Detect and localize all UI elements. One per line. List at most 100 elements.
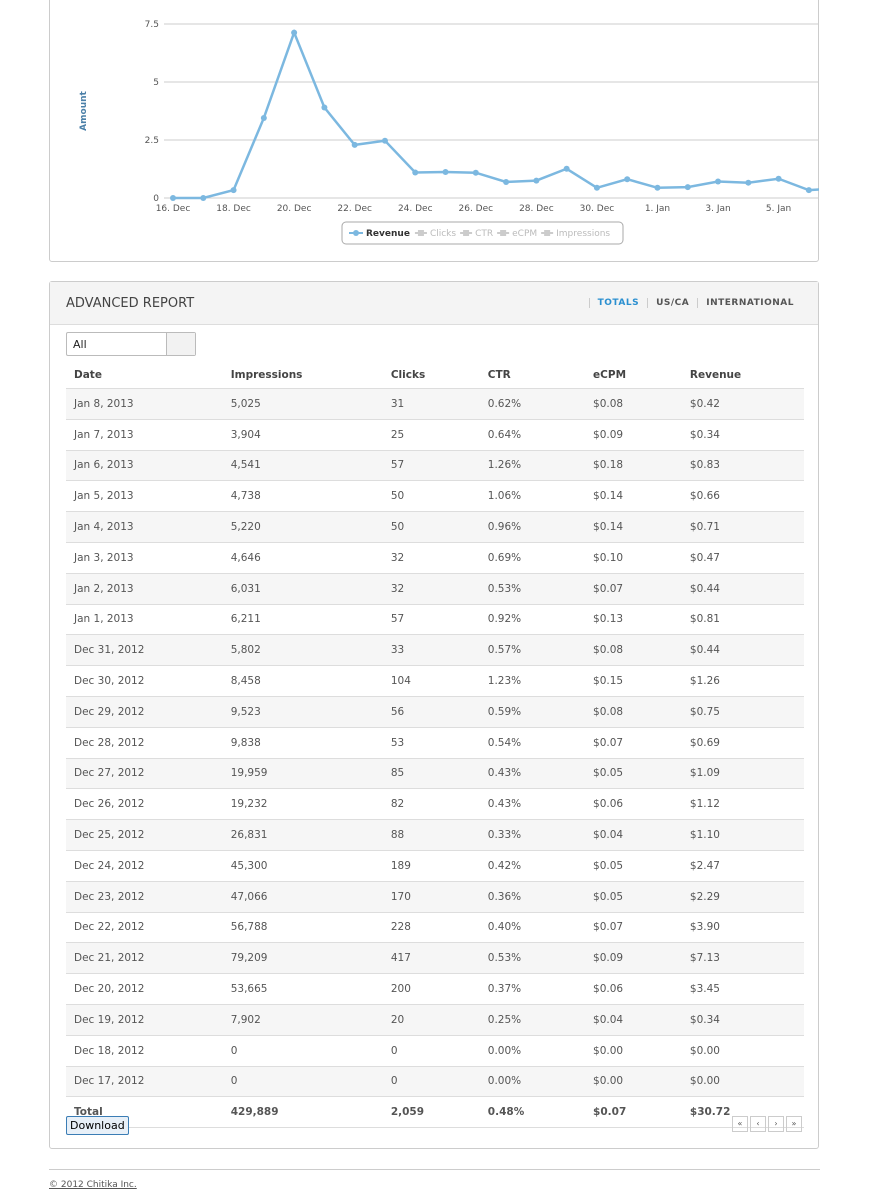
cell: 3,904 <box>222 419 383 451</box>
column-header: Date <box>66 362 223 389</box>
cell: 0.64% <box>479 419 586 451</box>
cell: 228 <box>382 912 480 944</box>
cell: 0 <box>382 1035 480 1067</box>
row: Jan 7, 2013 3,904 25 0.64% $0.09 $0.34 <box>66 419 804 451</box>
cell: 82 <box>382 788 480 821</box>
cell: $3.45 <box>681 973 804 1005</box>
row: Dec 25, 2012 26,831 88 0.33% $0.04 $1.10 <box>66 819 804 851</box>
row: Jan 6, 2013 4,541 57 1.26% $0.18 $0.83 <box>66 450 804 482</box>
x-tick-label: 26. Dec <box>459 204 494 214</box>
legend-label: CTR <box>475 229 493 239</box>
column-header: eCPM <box>585 362 682 389</box>
cell: $0.06 <box>585 973 682 1005</box>
cell: $0.14 <box>585 480 682 513</box>
x-tick-label: 16. Dec <box>156 204 191 214</box>
cell: 57 <box>382 604 480 636</box>
legend-swatch <box>417 230 424 236</box>
point <box>715 178 722 185</box>
pager-button[interactable]: ‹ <box>750 1116 766 1132</box>
cell: $0.83 <box>681 450 804 482</box>
cell: 0.92% <box>479 604 586 636</box>
row: Jan 4, 2013 5,220 50 0.96% $0.14 $0.71 <box>66 511 804 543</box>
cell: 0.54% <box>479 727 586 759</box>
cell: 25 <box>382 419 480 451</box>
cell: $1.09 <box>681 758 804 790</box>
row: Dec 31, 2012 5,802 33 0.57% $0.08 $0.44 <box>66 634 804 667</box>
cell: 104 <box>382 665 480 697</box>
cell: 0.43% <box>479 788 586 821</box>
cell: 20 <box>382 1004 480 1036</box>
cell: 0.43% <box>479 758 586 790</box>
cell: Jan 2, 2013 <box>66 573 223 605</box>
cell: $2.29 <box>681 881 804 913</box>
cell: Dec 25, 2012 <box>66 819 223 851</box>
pager-button[interactable]: › <box>768 1116 784 1132</box>
row: Dec 26, 2012 19,232 82 0.43% $0.06 $1.12 <box>66 788 804 821</box>
filter-select[interactable]: All <box>66 332 196 356</box>
cell: 0.40% <box>479 912 586 944</box>
legend-label: Revenue <box>366 229 410 239</box>
cell: 9,523 <box>222 696 383 728</box>
row: Jan 3, 2013 4,646 32 0.69% $0.10 $0.47 <box>66 542 804 574</box>
cell: $0.04 <box>585 819 682 851</box>
cell: $0.18 <box>585 450 682 482</box>
cell: $3.90 <box>681 912 804 944</box>
cell: Jan 4, 2013 <box>66 511 223 543</box>
download-button[interactable]: Download <box>66 1116 129 1135</box>
cell: $0.00 <box>681 1035 804 1067</box>
row: Dec 27, 2012 19,959 85 0.43% $0.05 $1.09 <box>66 758 804 790</box>
pager-button[interactable]: « <box>732 1116 748 1132</box>
row: Dec 22, 2012 56,788 228 0.40% $0.07 $3.90 <box>66 912 804 944</box>
point <box>412 169 419 176</box>
y-tick-label: 0 <box>153 194 159 204</box>
cell: 32 <box>382 573 480 605</box>
cell: $0.71 <box>681 511 804 543</box>
cell: $0.05 <box>585 850 682 882</box>
point <box>624 176 631 183</box>
total-cell: 429,889 <box>222 1096 383 1129</box>
cell: $0.07 <box>585 727 682 759</box>
cell: 0 <box>222 1066 383 1098</box>
y-axis-label: Amount <box>79 90 89 130</box>
pager: «‹ ›» <box>732 1116 802 1132</box>
tabs: TOTALS US/CA INTERNATIONAL <box>588 298 802 308</box>
chart: Amount 0 2.5 5 7.5 16. Dec 18. Dec 20. Dec 22. … <box>79 20 819 245</box>
cell: $0.00 <box>585 1066 682 1098</box>
tab[interactable]: INTERNATIONAL <box>697 298 802 308</box>
row: Dec 20, 2012 53,665 200 0.37% $0.06 $3.45 <box>66 973 804 1005</box>
row: Jan 5, 2013 4,738 50 1.06% $0.14 $0.66 <box>66 480 804 513</box>
cell: $0.34 <box>681 1004 804 1036</box>
cell: 0.25% <box>479 1004 586 1036</box>
cell: $0.05 <box>585 758 682 790</box>
cell: 4,738 <box>222 480 383 513</box>
cell: Dec 29, 2012 <box>66 696 223 728</box>
pager-button[interactable]: » <box>786 1116 802 1132</box>
tab[interactable]: US/CA <box>647 298 698 308</box>
x-tick-label: 30. Dec <box>580 204 615 214</box>
cell: $0.00 <box>681 1066 804 1098</box>
cell: 9,838 <box>222 727 383 759</box>
point <box>351 141 358 148</box>
cell: 19,232 <box>222 788 383 821</box>
point <box>321 104 328 111</box>
point <box>805 187 812 194</box>
x-tick-label: 20. Dec <box>277 204 312 214</box>
cell: $0.13 <box>585 604 682 636</box>
cell: 0.69% <box>479 542 586 574</box>
cell: 0.53% <box>479 573 586 605</box>
total-row: Total 429,889 2,059 0.48% $0.07 $30.72 <box>66 1096 804 1129</box>
legend-swatch <box>463 230 470 236</box>
cell: Dec 23, 2012 <box>66 881 223 913</box>
cell: 4,646 <box>222 542 383 574</box>
point <box>654 184 661 191</box>
cell: Dec 17, 2012 <box>66 1066 223 1098</box>
cell: $2.47 <box>681 850 804 882</box>
legend-box <box>341 221 624 245</box>
chart-panel: Amount 0 2.5 5 7.5 16. Dec 18. Dec 20. Dec 22. … <box>49 0 819 262</box>
point <box>503 178 510 185</box>
tab[interactable]: TOTALS <box>588 298 648 308</box>
cell: $0.10 <box>585 542 682 574</box>
row: Dec 23, 2012 47,066 170 0.36% $0.05 $2.29 <box>66 881 804 913</box>
cell: $1.26 <box>681 665 804 697</box>
legend-label: Impressions <box>556 229 610 239</box>
